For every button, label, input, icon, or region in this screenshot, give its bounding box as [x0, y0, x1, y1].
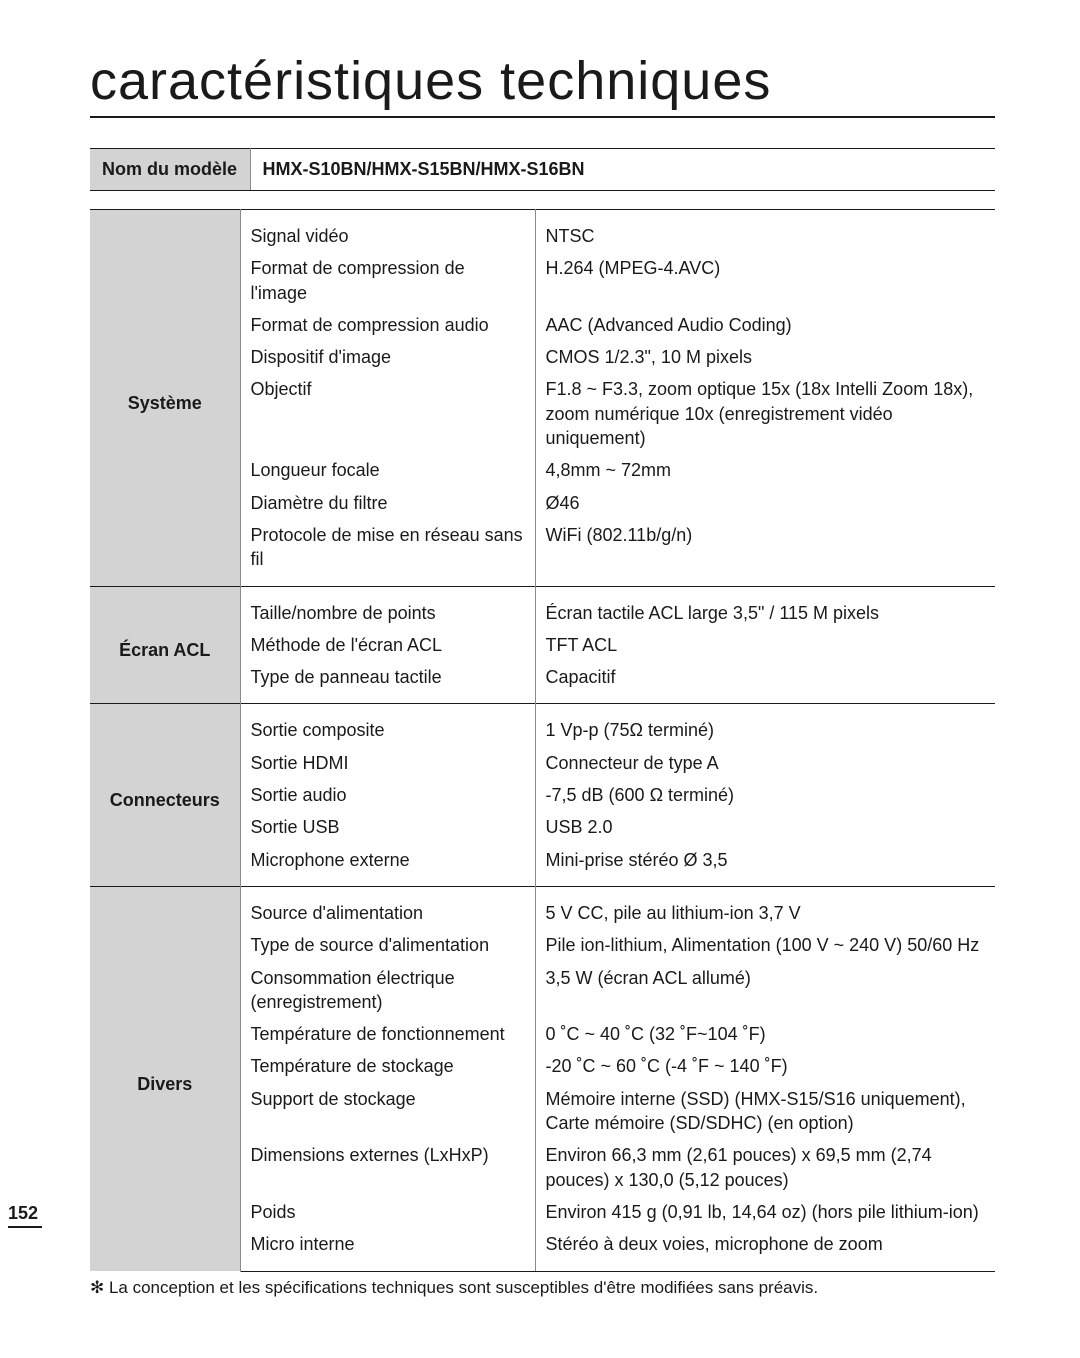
- spec-label: Diamètre du filtre: [240, 487, 535, 519]
- spec-value: TFT ACL: [535, 629, 995, 661]
- spec-value: Mémoire interne (SSD) (HMX-S15/S16 uniqu…: [535, 1083, 995, 1140]
- spec-label: Taille/nombre de points: [240, 586, 535, 629]
- spec-label: Support de stockage: [240, 1083, 535, 1140]
- spec-value: Connecteur de type A: [535, 747, 995, 779]
- spec-label: Sortie HDMI: [240, 747, 535, 779]
- spec-value: Mini-prise stéréo Ø 3,5: [535, 844, 995, 887]
- spec-label: Format de compression audio: [240, 309, 535, 341]
- spec-value: CMOS 1/2.3", 10 M pixels: [535, 341, 995, 373]
- page-number: 152: [8, 1203, 42, 1228]
- table-row: ConnecteursSortie composite1 Vp-p (75Ω t…: [90, 704, 995, 747]
- spec-value: WiFi (802.11b/g/n): [535, 519, 995, 586]
- spec-label: Sortie audio: [240, 779, 535, 811]
- spec-value: Environ 66,3 mm (2,61 pouces) x 69,5 mm …: [535, 1139, 995, 1196]
- spec-label: Signal vidéo: [240, 210, 535, 253]
- spec-label: Type de panneau tactile: [240, 661, 535, 704]
- section-category: Connecteurs: [90, 704, 240, 886]
- spec-label: Méthode de l'écran ACL: [240, 629, 535, 661]
- spec-label: Dispositif d'image: [240, 341, 535, 373]
- spec-label: Objectif: [240, 373, 535, 454]
- spec-label: Sortie composite: [240, 704, 535, 747]
- spec-value: 4,8mm ~ 72mm: [535, 454, 995, 486]
- spec-label: Consommation électrique (enregistrement): [240, 962, 535, 1019]
- page-title: caractéristiques techniques: [90, 50, 995, 118]
- spec-value: 0 ˚C ~ 40 ˚C (32 ˚F~104 ˚F): [535, 1018, 995, 1050]
- spec-value: 3,5 W (écran ACL allumé): [535, 962, 995, 1019]
- table-row: Écran ACLTaille/nombre de pointsÉcran ta…: [90, 586, 995, 629]
- spec-label: Microphone externe: [240, 844, 535, 887]
- section-category: Écran ACL: [90, 586, 240, 704]
- spec-value: Capacitif: [535, 661, 995, 704]
- spec-value: Écran tactile ACL large 3,5" / 115 M pix…: [535, 586, 995, 629]
- spec-value: NTSC: [535, 210, 995, 253]
- spec-label: Dimensions externes (LxHxP): [240, 1139, 535, 1196]
- spec-label: Longueur focale: [240, 454, 535, 486]
- spec-value: -7,5 dB (600 Ω terminé): [535, 779, 995, 811]
- spec-label: Température de fonctionnement: [240, 1018, 535, 1050]
- spec-value: AAC (Advanced Audio Coding): [535, 309, 995, 341]
- spec-label: Protocole de mise en réseau sans fil: [240, 519, 535, 586]
- spec-value: 1 Vp-p (75Ω terminé): [535, 704, 995, 747]
- model-value-text: HMX-S10BN/HMX-S15BN/HMX-S16BN: [263, 159, 585, 179]
- section-category: Système: [90, 210, 240, 587]
- section-category: Divers: [90, 886, 240, 1271]
- table-row: DiversSource d'alimentation5 V CC, pile …: [90, 886, 995, 929]
- spec-label: Source d'alimentation: [240, 886, 535, 929]
- spec-table: SystèmeSignal vidéoNTSCFormat de compres…: [90, 209, 995, 1272]
- model-label: Nom du modèle: [90, 149, 250, 191]
- spec-value: Pile ion-lithium, Alimentation (100 V ~ …: [535, 929, 995, 961]
- model-table: Nom du modèle HMX-S10BN/HMX-S15BN/HMX-S1…: [90, 148, 995, 191]
- spec-value: 5 V CC, pile au lithium-ion 3,7 V: [535, 886, 995, 929]
- spec-value: Stéréo à deux voies, microphone de zoom: [535, 1228, 995, 1271]
- spec-value: Environ 415 g (0,91 lb, 14,64 oz) (hors …: [535, 1196, 995, 1228]
- spec-label: Température de stockage: [240, 1050, 535, 1082]
- footnote-text: ✻ La conception et les spécifications te…: [90, 1272, 995, 1298]
- spec-label: Type de source d'alimentation: [240, 929, 535, 961]
- model-row: Nom du modèle HMX-S10BN/HMX-S15BN/HMX-S1…: [90, 149, 995, 191]
- table-row: SystèmeSignal vidéoNTSC: [90, 210, 995, 253]
- spec-label: Micro interne: [240, 1228, 535, 1271]
- spec-value: -20 ˚C ~ 60 ˚C (-4 ˚F ~ 140 ˚F): [535, 1050, 995, 1082]
- spec-label: Format de compression de l'image: [240, 252, 535, 309]
- spec-label: Sortie USB: [240, 811, 535, 843]
- model-value: HMX-S10BN/HMX-S15BN/HMX-S16BN: [250, 149, 995, 191]
- spec-value: F1.8 ~ F3.3, zoom optique 15x (18x Intel…: [535, 373, 995, 454]
- page: caractéristiques techniques Nom du modèl…: [0, 0, 1080, 1358]
- spec-label: Poids: [240, 1196, 535, 1228]
- spec-value: H.264 (MPEG-4.AVC): [535, 252, 995, 309]
- spec-value: Ø46: [535, 487, 995, 519]
- spec-value: USB 2.0: [535, 811, 995, 843]
